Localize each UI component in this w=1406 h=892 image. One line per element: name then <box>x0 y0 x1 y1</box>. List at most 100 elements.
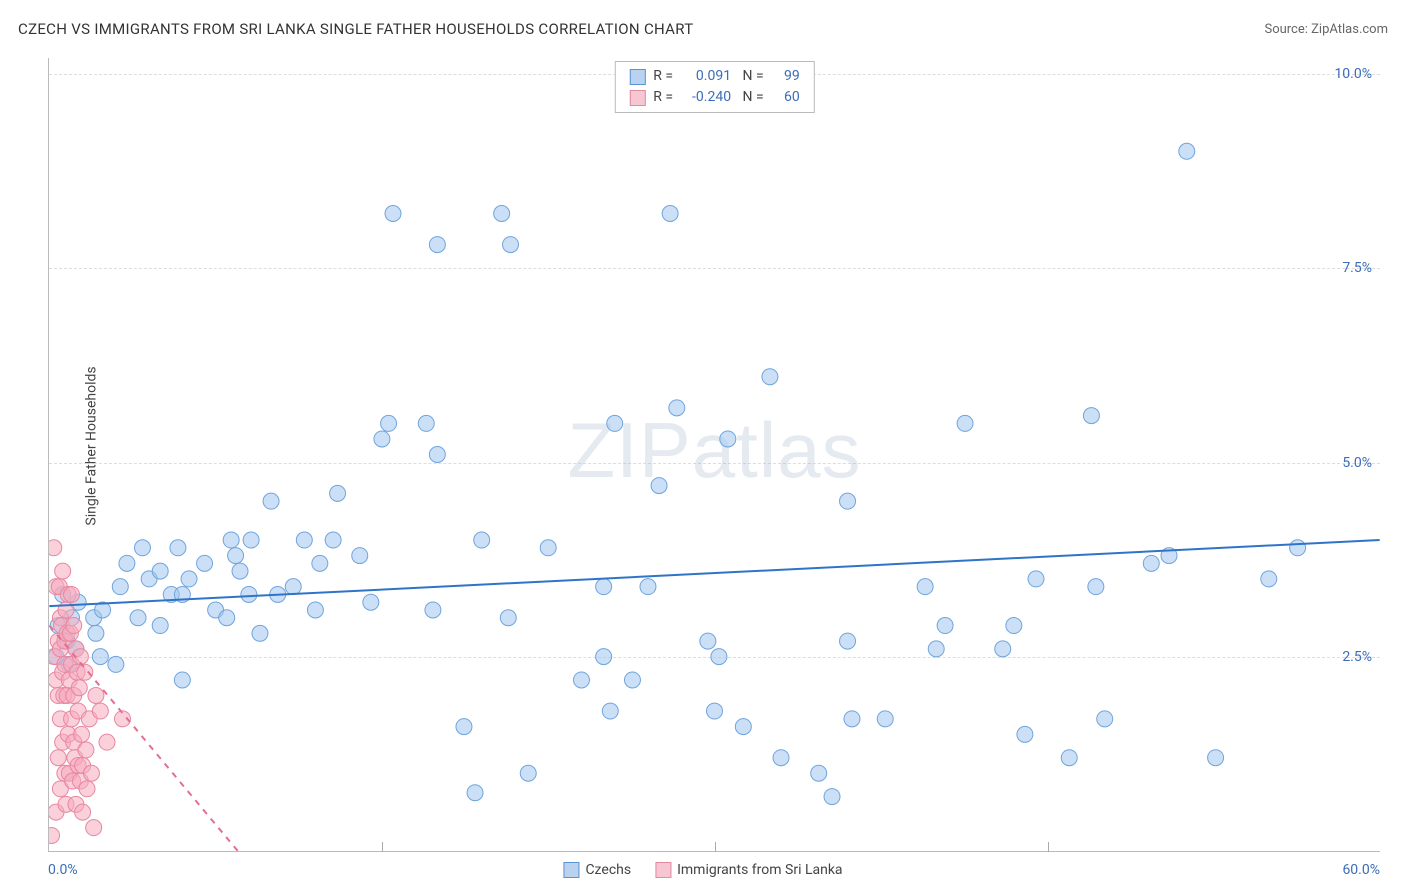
data-point <box>83 765 99 781</box>
data-point <box>134 540 150 556</box>
legend-label: Czechs <box>585 862 631 878</box>
data-point <box>152 618 168 634</box>
data-point <box>840 493 856 509</box>
data-point <box>456 719 472 735</box>
data-point <box>64 586 80 602</box>
n-value: 60 <box>772 87 800 108</box>
data-point <box>877 711 893 727</box>
data-point <box>381 415 397 431</box>
r-value: -0.240 <box>681 87 731 108</box>
data-point <box>79 781 95 797</box>
data-point <box>312 555 328 571</box>
data-point <box>49 540 62 556</box>
data-point <box>108 656 124 672</box>
data-point <box>573 672 589 688</box>
data-point <box>1006 618 1022 634</box>
data-point <box>429 447 445 463</box>
chart-title: CZECH VS IMMIGRANTS FROM SRI LANKA SINGL… <box>18 20 693 38</box>
data-point <box>1143 555 1159 571</box>
data-point <box>130 610 146 626</box>
data-point <box>540 540 556 556</box>
data-point <box>596 649 612 665</box>
data-point <box>494 206 510 222</box>
r-label: R = <box>653 66 673 87</box>
legend-label: Immigrants from Sri Lanka <box>677 862 842 878</box>
stats-row: R = -0.240 N = 60 <box>629 87 799 108</box>
bottom-legend: Czechs Immigrants from Sri Lanka <box>563 862 842 878</box>
data-point <box>86 820 102 836</box>
data-point <box>937 618 953 634</box>
legend-item: Immigrants from Sri Lanka <box>655 862 842 878</box>
r-label: R = <box>653 87 673 108</box>
series-swatch <box>629 69 645 85</box>
data-point <box>307 602 323 618</box>
data-point <box>1290 540 1306 556</box>
data-point <box>811 765 827 781</box>
data-point <box>232 563 248 579</box>
data-point <box>1097 711 1113 727</box>
data-point <box>500 610 516 626</box>
data-point <box>640 579 656 595</box>
data-point <box>1028 571 1044 587</box>
data-point <box>119 555 135 571</box>
data-point <box>762 369 778 385</box>
data-point <box>50 750 66 766</box>
trend-line <box>49 540 1379 606</box>
data-point <box>88 625 104 641</box>
data-point <box>700 633 716 649</box>
x-axis-min-label: 0.0% <box>48 862 78 878</box>
data-point <box>607 415 623 431</box>
plot-area: R =0.091 N =99R =-0.240 N =60 ZIPatlas 2… <box>48 58 1380 852</box>
series-swatch <box>629 90 645 106</box>
data-point <box>197 555 213 571</box>
data-point <box>325 532 341 548</box>
data-point <box>243 532 259 548</box>
data-point <box>92 703 108 719</box>
data-point <box>71 680 87 696</box>
data-point <box>228 548 244 564</box>
data-point <box>425 602 441 618</box>
data-point <box>773 750 789 766</box>
stats-row: R = 0.091 N = 99 <box>629 66 799 87</box>
scatter-svg <box>49 58 1380 851</box>
data-point <box>917 579 933 595</box>
data-point <box>1261 571 1277 587</box>
data-point <box>263 493 279 509</box>
data-point <box>735 719 751 735</box>
data-point <box>78 742 94 758</box>
data-point <box>219 610 235 626</box>
data-point <box>181 571 197 587</box>
data-point <box>374 431 390 447</box>
n-label: N = <box>739 66 764 87</box>
data-point <box>596 579 612 595</box>
data-point <box>669 400 685 416</box>
data-point <box>223 532 239 548</box>
data-point <box>88 688 104 704</box>
data-point <box>1208 750 1224 766</box>
data-point <box>49 827 60 843</box>
data-point <box>252 625 268 641</box>
data-point <box>352 548 368 564</box>
data-point <box>112 579 128 595</box>
n-label: N = <box>739 87 764 108</box>
data-point <box>92 649 108 665</box>
data-point <box>711 649 727 665</box>
data-point <box>1088 579 1104 595</box>
data-point <box>840 633 856 649</box>
data-point <box>957 415 973 431</box>
n-value: 99 <box>772 66 800 87</box>
data-point <box>520 765 536 781</box>
data-point <box>152 563 168 579</box>
x-axis-max-label: 60.0% <box>1342 862 1380 878</box>
data-point <box>624 672 640 688</box>
data-point <box>75 804 91 820</box>
data-point <box>651 478 667 494</box>
data-point <box>418 415 434 431</box>
data-point <box>55 563 71 579</box>
legend-swatch <box>655 862 671 878</box>
data-point <box>1179 143 1195 159</box>
data-point <box>1083 408 1099 424</box>
data-point <box>170 540 186 556</box>
data-point <box>429 237 445 253</box>
r-value: 0.091 <box>681 66 731 87</box>
